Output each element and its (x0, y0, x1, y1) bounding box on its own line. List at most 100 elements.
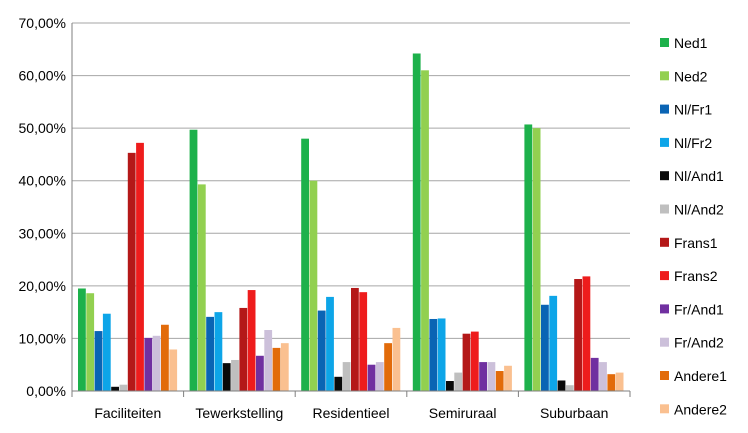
bar (78, 288, 86, 391)
legend: Ned1 Ned2 Nl/Fr1 Nl/Fr2 Nl/And1 Nl/And2 Frans1… (660, 35, 727, 417)
bar (565, 385, 574, 391)
bar (144, 337, 153, 391)
bar (169, 349, 178, 391)
y-tick-label: 20,00% (19, 278, 66, 294)
bar (487, 362, 496, 391)
bar (317, 310, 326, 391)
legend-swatch (660, 404, 669, 414)
bar (607, 374, 616, 391)
legend-label: Frans2 (674, 268, 718, 284)
x-tick-label: Faciliteiten (94, 405, 161, 421)
bar (392, 327, 401, 391)
bar (127, 152, 136, 391)
bar (247, 290, 256, 391)
bar (582, 276, 591, 391)
x-tick-label: Semiruraal (429, 405, 497, 421)
bar (256, 355, 264, 391)
legend-label: Fr/And2 (674, 335, 724, 351)
bar (495, 371, 504, 391)
legend-swatch (660, 137, 669, 147)
bar (421, 70, 429, 391)
y-tick-label: 40,00% (19, 173, 66, 189)
legend-swatch (660, 71, 669, 81)
legend-label: Nl/And1 (674, 168, 724, 184)
bar (412, 53, 421, 392)
bar (102, 313, 111, 391)
bar (549, 295, 558, 391)
legend-label: Nl/And2 (674, 202, 724, 218)
bar (119, 384, 128, 391)
y-tick-label: 30,00% (19, 225, 66, 241)
legend-swatch (660, 271, 669, 281)
legend-swatch (660, 171, 669, 181)
bar (590, 357, 599, 391)
bar (446, 381, 454, 391)
bar (429, 318, 438, 391)
y-tick-label: 0,00% (26, 383, 66, 399)
bars (78, 53, 624, 392)
bar (375, 362, 384, 391)
bar (152, 335, 161, 391)
bar (367, 364, 376, 391)
bar (557, 380, 566, 391)
bar (86, 293, 95, 391)
bar (574, 279, 582, 391)
legend-label: Andere2 (674, 401, 727, 417)
legend-label: Ned2 (674, 68, 708, 84)
legend-swatch (660, 104, 669, 114)
bar (272, 347, 281, 391)
bar (454, 372, 463, 391)
axes: 0,00% 10,00% 20,00% 30,00% 40,00% 50,00% 60,00… (19, 15, 631, 421)
legend-swatch (660, 304, 669, 314)
bar (189, 129, 198, 391)
bar (504, 365, 512, 391)
bar (334, 376, 343, 391)
bar (94, 331, 103, 391)
legend-label: Nl/Fr2 (674, 135, 712, 151)
legend-label: Frans1 (674, 235, 718, 251)
bar (326, 296, 334, 391)
bar (532, 128, 541, 391)
legend-label: Andere1 (674, 368, 727, 384)
bar (437, 318, 446, 391)
bar (351, 287, 359, 391)
bar (359, 292, 368, 391)
bar (206, 316, 214, 391)
bar (524, 124, 533, 392)
x-tick-label: Suburbaan (540, 405, 609, 421)
bar (214, 312, 223, 391)
y-tick-label: 10,00% (19, 330, 66, 346)
bar (615, 372, 624, 391)
bar (222, 363, 231, 391)
legend-swatch (660, 38, 669, 47)
legend-label: Nl/Fr1 (674, 102, 712, 118)
bar (462, 333, 471, 391)
legend-label: Ned1 (674, 35, 708, 51)
bar (599, 362, 607, 391)
bar (342, 362, 351, 391)
x-tick-label: Tewerkstelling (195, 405, 283, 421)
legend-swatch (660, 237, 669, 247)
bar (309, 180, 318, 391)
bar (541, 304, 549, 391)
x-tick-label: Residentieel (312, 405, 389, 421)
y-tick-label: 70,00% (19, 15, 66, 31)
bar (161, 324, 169, 391)
legend-swatch (660, 337, 669, 347)
legend-swatch (660, 371, 669, 380)
bar (264, 330, 273, 391)
gridlines (72, 22, 630, 339)
bar (479, 362, 487, 391)
bar (136, 142, 144, 391)
bar (111, 386, 119, 391)
bar (384, 343, 392, 391)
bar (197, 184, 206, 391)
legend-swatch (660, 204, 669, 214)
y-tick-label: 50,00% (19, 120, 66, 136)
bar (301, 138, 309, 391)
bar (231, 359, 239, 391)
bar (470, 331, 479, 391)
y-tick-label: 60,00% (19, 68, 66, 84)
bar (239, 307, 248, 391)
